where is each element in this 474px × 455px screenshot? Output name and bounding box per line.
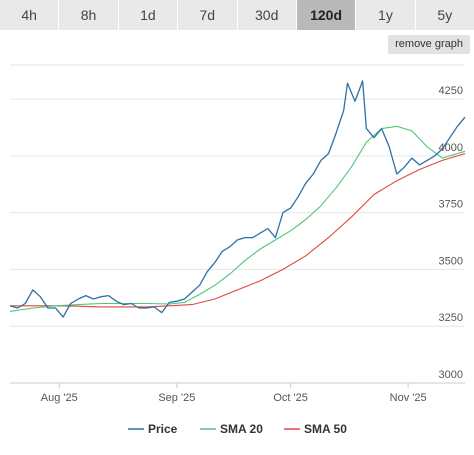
y-axis-ticks: 3000 3250 3500 3750 4000 4250 [439, 85, 463, 381]
tab-120d[interactable]: 120d [296, 0, 357, 30]
x-axis-ticks: Aug '25 Sep '25 Oct '25 Nov '25 [10, 382, 465, 404]
y-tick-label: 4000 [439, 142, 463, 154]
legend[interactable]: Price SMA 20 SMA 50 [128, 422, 347, 436]
legend-item-price[interactable]: Price [128, 422, 178, 436]
legend-label: SMA 50 [304, 422, 347, 436]
y-tick-label: 3500 [439, 255, 463, 267]
x-tick-label: Sep '25 [158, 392, 195, 404]
series-layer [9, 80, 466, 318]
tab-1d[interactable]: 1d [118, 0, 179, 30]
legend-label: Price [148, 422, 178, 436]
tab-1y[interactable]: 1y [356, 0, 416, 30]
grid-layer [10, 64, 465, 384]
x-tick-label: Nov '25 [390, 392, 427, 404]
sma20-line [9, 125, 466, 312]
y-tick-label: 4250 [439, 85, 463, 97]
x-tick-label: Aug '25 [41, 392, 78, 404]
sma50-line [10, 153, 466, 308]
price-line [9, 80, 466, 318]
legend-item-sma20[interactable]: SMA 20 [200, 422, 263, 436]
y-tick-label: 3000 [439, 369, 463, 381]
legend-label: SMA 20 [220, 422, 263, 436]
tab-5y[interactable]: 5y [415, 0, 474, 30]
tab-8h[interactable]: 8h [59, 0, 119, 30]
y-tick-label: 3250 [439, 312, 463, 324]
tab-30d[interactable]: 30d [237, 0, 297, 30]
tab-7d[interactable]: 7d [178, 0, 238, 30]
remove-graph-button[interactable]: remove graph [388, 35, 470, 54]
tab-4h[interactable]: 4h [0, 0, 60, 30]
y-tick-label: 3750 [439, 199, 463, 211]
timeframe-tabbar: 4h 8h 1d 7d 30d 120d 1y 5y [0, 0, 474, 30]
x-tick-label: Oct '25 [273, 392, 308, 404]
legend-item-sma50[interactable]: SMA 50 [284, 422, 347, 436]
